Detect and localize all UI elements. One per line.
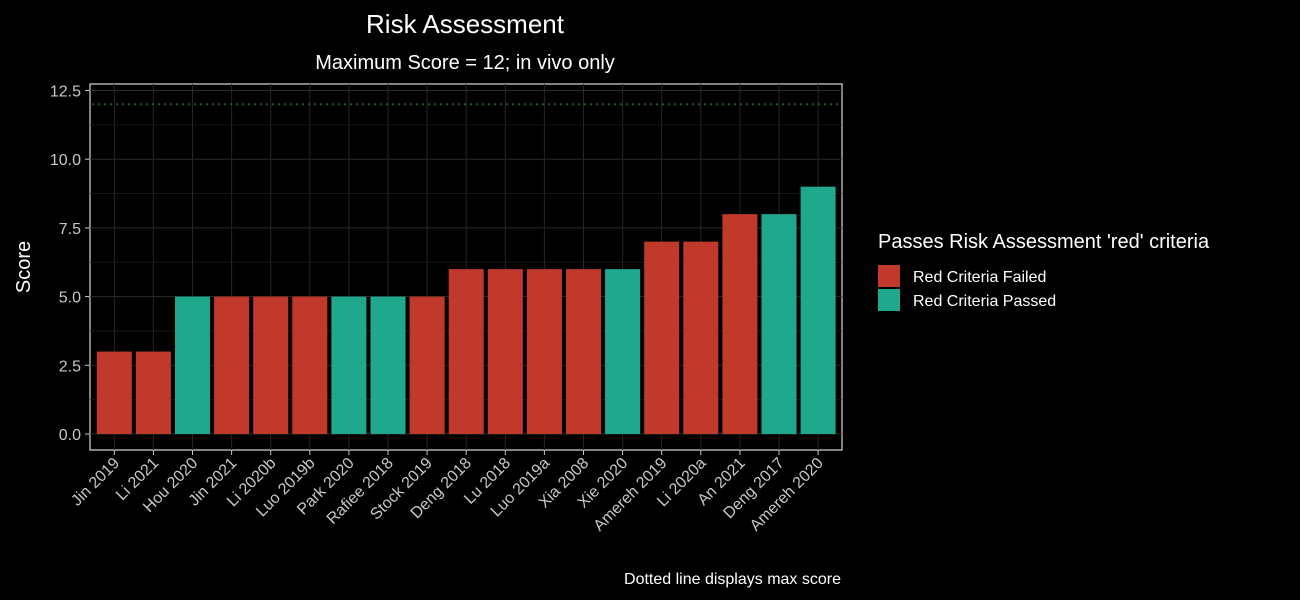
x-tick-label: Jin 2019 xyxy=(68,455,123,510)
legend-label-passed: Red Criteria Passed xyxy=(913,293,1056,310)
y-tick-label: 5.0 xyxy=(59,290,81,307)
y-tick-label: 0.0 xyxy=(59,427,81,444)
legend-label-failed: Red Criteria Failed xyxy=(913,269,1046,286)
bar xyxy=(800,186,836,434)
legend-swatch-passed xyxy=(878,289,900,311)
bar xyxy=(487,269,523,434)
bar xyxy=(566,269,601,434)
bars xyxy=(96,186,836,434)
bar xyxy=(722,214,758,434)
bar xyxy=(96,351,132,434)
legend: Passes Risk Assessment 'red' criteria Re… xyxy=(878,231,1210,311)
y-tick-label: 12.5 xyxy=(50,84,81,101)
bar xyxy=(135,351,171,434)
bar xyxy=(761,214,797,434)
bar xyxy=(214,296,250,434)
bar xyxy=(253,296,289,434)
bar xyxy=(605,269,641,434)
y-tick-label: 2.5 xyxy=(59,358,81,375)
legend-swatch-failed xyxy=(878,265,900,287)
chart-subtitle: Maximum Score = 12; in vivo only xyxy=(315,52,615,74)
chart-caption: Dotted line displays max score xyxy=(624,571,841,588)
y-tick-label: 10.0 xyxy=(50,152,81,169)
bar xyxy=(683,241,719,434)
bar xyxy=(448,269,484,434)
bar xyxy=(409,296,445,434)
bar xyxy=(331,296,367,434)
chart-title: Risk Assessment xyxy=(366,9,565,39)
bar xyxy=(292,296,328,434)
bar xyxy=(644,241,680,434)
y-axis-title: Score xyxy=(13,241,35,293)
y-axis: 0.0 2.5 5.0 7.5 10.0 12.5 xyxy=(50,84,90,444)
bar xyxy=(526,269,562,434)
bar xyxy=(370,296,406,434)
y-tick-label: 7.5 xyxy=(59,221,81,238)
legend-title: Passes Risk Assessment 'red' criteria xyxy=(878,231,1210,253)
bar xyxy=(175,296,210,434)
